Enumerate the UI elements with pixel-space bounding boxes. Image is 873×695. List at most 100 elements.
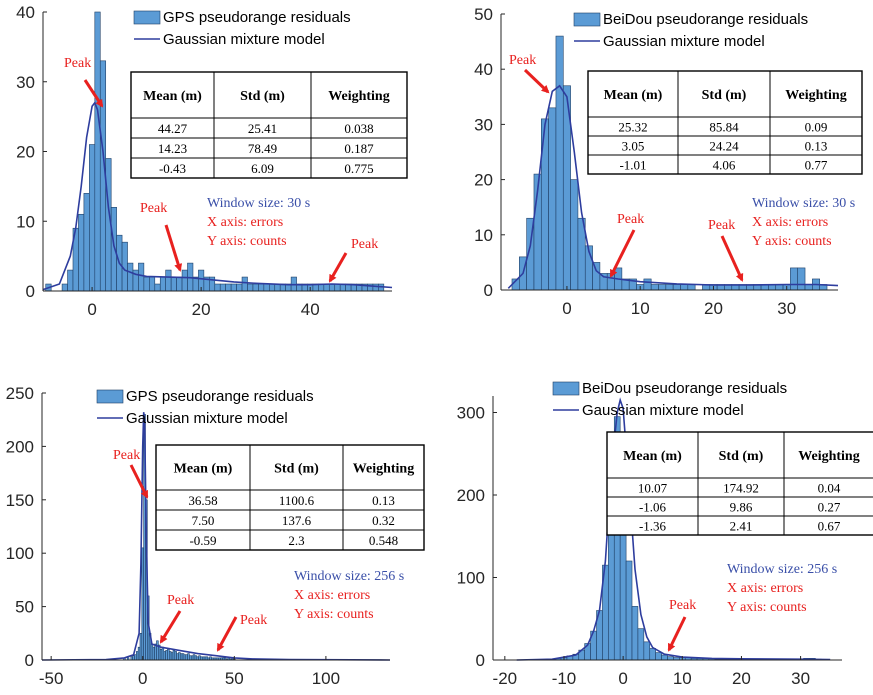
- table-cell: 14.23: [158, 141, 187, 156]
- x-axis-note: X axis: errors: [294, 588, 370, 603]
- histogram-bar: [661, 654, 668, 661]
- legend: BeiDou pseudorange residuals Gaussian mix…: [552, 380, 787, 419]
- histogram-bar: [797, 267, 806, 291]
- peak-label: Peak: [140, 201, 167, 216]
- table-header-cell: Std (m): [240, 89, 285, 104]
- legend-swatch-histogram: [552, 381, 580, 396]
- peak-arrow: [164, 224, 183, 272]
- y-axis-note: Y axis: counts: [294, 607, 374, 622]
- gmm-parameter-table: Mean (m) Std (m) Weighting 44.27 25.41 0.038 1…: [130, 71, 408, 179]
- histogram-bar: [804, 284, 813, 291]
- y-tick-label: 10: [474, 226, 493, 245]
- peak-label: Peak: [351, 237, 378, 252]
- legend-label-fit: Gaussian mixture model: [126, 410, 288, 427]
- histogram-bar: [649, 648, 656, 661]
- legend: GPS pseudorange residuals Gaussian mixtur…: [96, 388, 314, 427]
- histogram-bar: [790, 267, 799, 291]
- peak-label: Peak: [113, 448, 140, 463]
- y-tick-label: 20: [16, 143, 35, 162]
- x-axis-note: X axis: errors: [752, 215, 828, 230]
- x-tick-label: 0: [138, 669, 147, 688]
- histogram-bar: [236, 283, 243, 292]
- table-cell: 36.58: [188, 493, 217, 508]
- histogram-bar: [241, 276, 248, 292]
- y-tick-label: 30: [16, 73, 35, 92]
- histogram-bar: [154, 283, 161, 292]
- gmm-parameter-table: Mean (m) Std (m) Weighting 25.32 85.84 0.09 3.…: [587, 70, 863, 175]
- peak-label: Peak: [64, 56, 91, 71]
- table-cell: 0.038: [344, 121, 373, 136]
- histogram-bar: [592, 262, 601, 291]
- peak-arrow: [720, 235, 744, 282]
- table-cell: 7.50: [192, 513, 215, 528]
- table-cell: 2.3: [288, 533, 304, 548]
- table-header-cell: Mean (m): [174, 462, 233, 477]
- peak-label: Peak: [708, 218, 735, 233]
- y-tick-label: 150: [6, 491, 34, 510]
- y-tick-label: 0: [484, 281, 493, 300]
- y-axis-note: Y axis: counts: [727, 600, 807, 615]
- window-size-label: Window size: 256 s: [727, 562, 837, 577]
- peak-label: Peak: [167, 593, 194, 608]
- histogram-bar: [230, 283, 237, 292]
- table-cell: 6.09: [251, 161, 274, 176]
- y-tick-label: 40: [474, 60, 493, 79]
- histogram-bar: [687, 284, 696, 291]
- histogram-bar: [328, 283, 336, 292]
- table-cell: 24.24: [709, 139, 739, 154]
- histogram-bar: [672, 284, 681, 291]
- table-cell: 1100.6: [279, 493, 315, 508]
- peak-arrow: [523, 68, 550, 94]
- peak-arrow: [129, 464, 149, 499]
- histogram-bar: [269, 283, 276, 292]
- x-tick-label: 10: [631, 299, 650, 318]
- y-tick-label: 0: [476, 651, 485, 670]
- table-cell: 0.32: [372, 513, 395, 528]
- x-tick-label: -50: [39, 669, 64, 688]
- gmm-fit-line: [42, 101, 393, 291]
- histogram-bar: [555, 35, 564, 291]
- histogram-bar: [181, 269, 188, 292]
- table-header-cell: Mean (m): [604, 88, 663, 103]
- table-cell: 0.548: [369, 533, 398, 548]
- table-header-cell: Weighting: [328, 89, 389, 104]
- table-header-cell: Weighting: [798, 449, 859, 464]
- gmm-fit-line: [41, 412, 391, 661]
- histogram-bar: [650, 284, 659, 291]
- table-cell: 0.775: [344, 161, 373, 176]
- table-cell: 0.67: [818, 519, 841, 534]
- x-tick-label: 10: [673, 669, 692, 688]
- y-tick-label: 300: [457, 404, 485, 423]
- table-cell: 174.92: [723, 481, 759, 496]
- table-frame: [606, 431, 873, 536]
- peak-label: Peak: [669, 598, 696, 613]
- table-header-cell: Std (m): [719, 449, 764, 464]
- y-tick-label: 0: [25, 651, 34, 670]
- table-cell: 85.84: [709, 120, 739, 135]
- legend-label-histogram: GPS pseudorange residuals: [163, 9, 351, 26]
- table-cell: 0.13: [372, 493, 395, 508]
- gmm-parameter-table: Mean (m) Std (m) Weighting 10.07 174.92 0.04 -…: [606, 431, 873, 536]
- histogram-bar: [89, 144, 96, 292]
- legend: GPS pseudorange residuals Gaussian mixtur…: [133, 9, 351, 48]
- x-axis-note: X axis: errors: [727, 581, 803, 596]
- histogram-bar: [127, 262, 134, 292]
- histogram-bar: [159, 276, 166, 292]
- y-tick-label: 100: [6, 544, 34, 563]
- table-frame: [155, 444, 425, 551]
- legend-swatch-histogram: [573, 12, 601, 27]
- table-cell: 137.6: [282, 513, 312, 528]
- histogram-bar: [680, 284, 689, 291]
- histogram-bar: [334, 283, 341, 292]
- x-tick-label: 0: [87, 300, 96, 319]
- table-header-cell: Weighting: [353, 462, 414, 477]
- table-cell: -1.36: [639, 519, 667, 534]
- table-cell: 9.86: [730, 500, 753, 515]
- table-header-cell: Weighting: [785, 88, 846, 103]
- histogram-bar: [176, 276, 183, 292]
- histogram-bar: [61, 283, 68, 292]
- table-cell: -1.01: [619, 158, 646, 173]
- histogram-bar: [78, 213, 85, 292]
